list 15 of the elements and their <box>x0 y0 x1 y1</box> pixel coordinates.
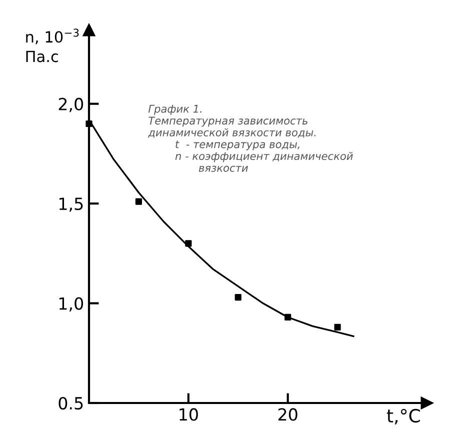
y-tick-label: 0.5 <box>58 396 83 410</box>
y-tick-label: 2,0 <box>58 98 84 112</box>
point <box>86 120 92 128</box>
annotation: График 1. Температурная зависимость динамической вязкости воды. t - температура воды, n - коэффициент динамической вязкости <box>148 104 353 172</box>
text: n, 10$^{−3}$ Па.с <box>26 28 79 62</box>
point <box>135 198 142 205</box>
x-axis-title: t,°C <box>386 408 420 424</box>
x-tick-label: 20 <box>278 408 298 421</box>
point <box>334 324 341 330</box>
point <box>185 240 192 247</box>
y-tick-label: 1,0 <box>59 297 84 312</box>
point <box>234 294 242 301</box>
point <box>284 314 292 321</box>
y-tick-label: 1,5 <box>59 198 83 212</box>
x-tick-label: 10 <box>180 408 198 421</box>
